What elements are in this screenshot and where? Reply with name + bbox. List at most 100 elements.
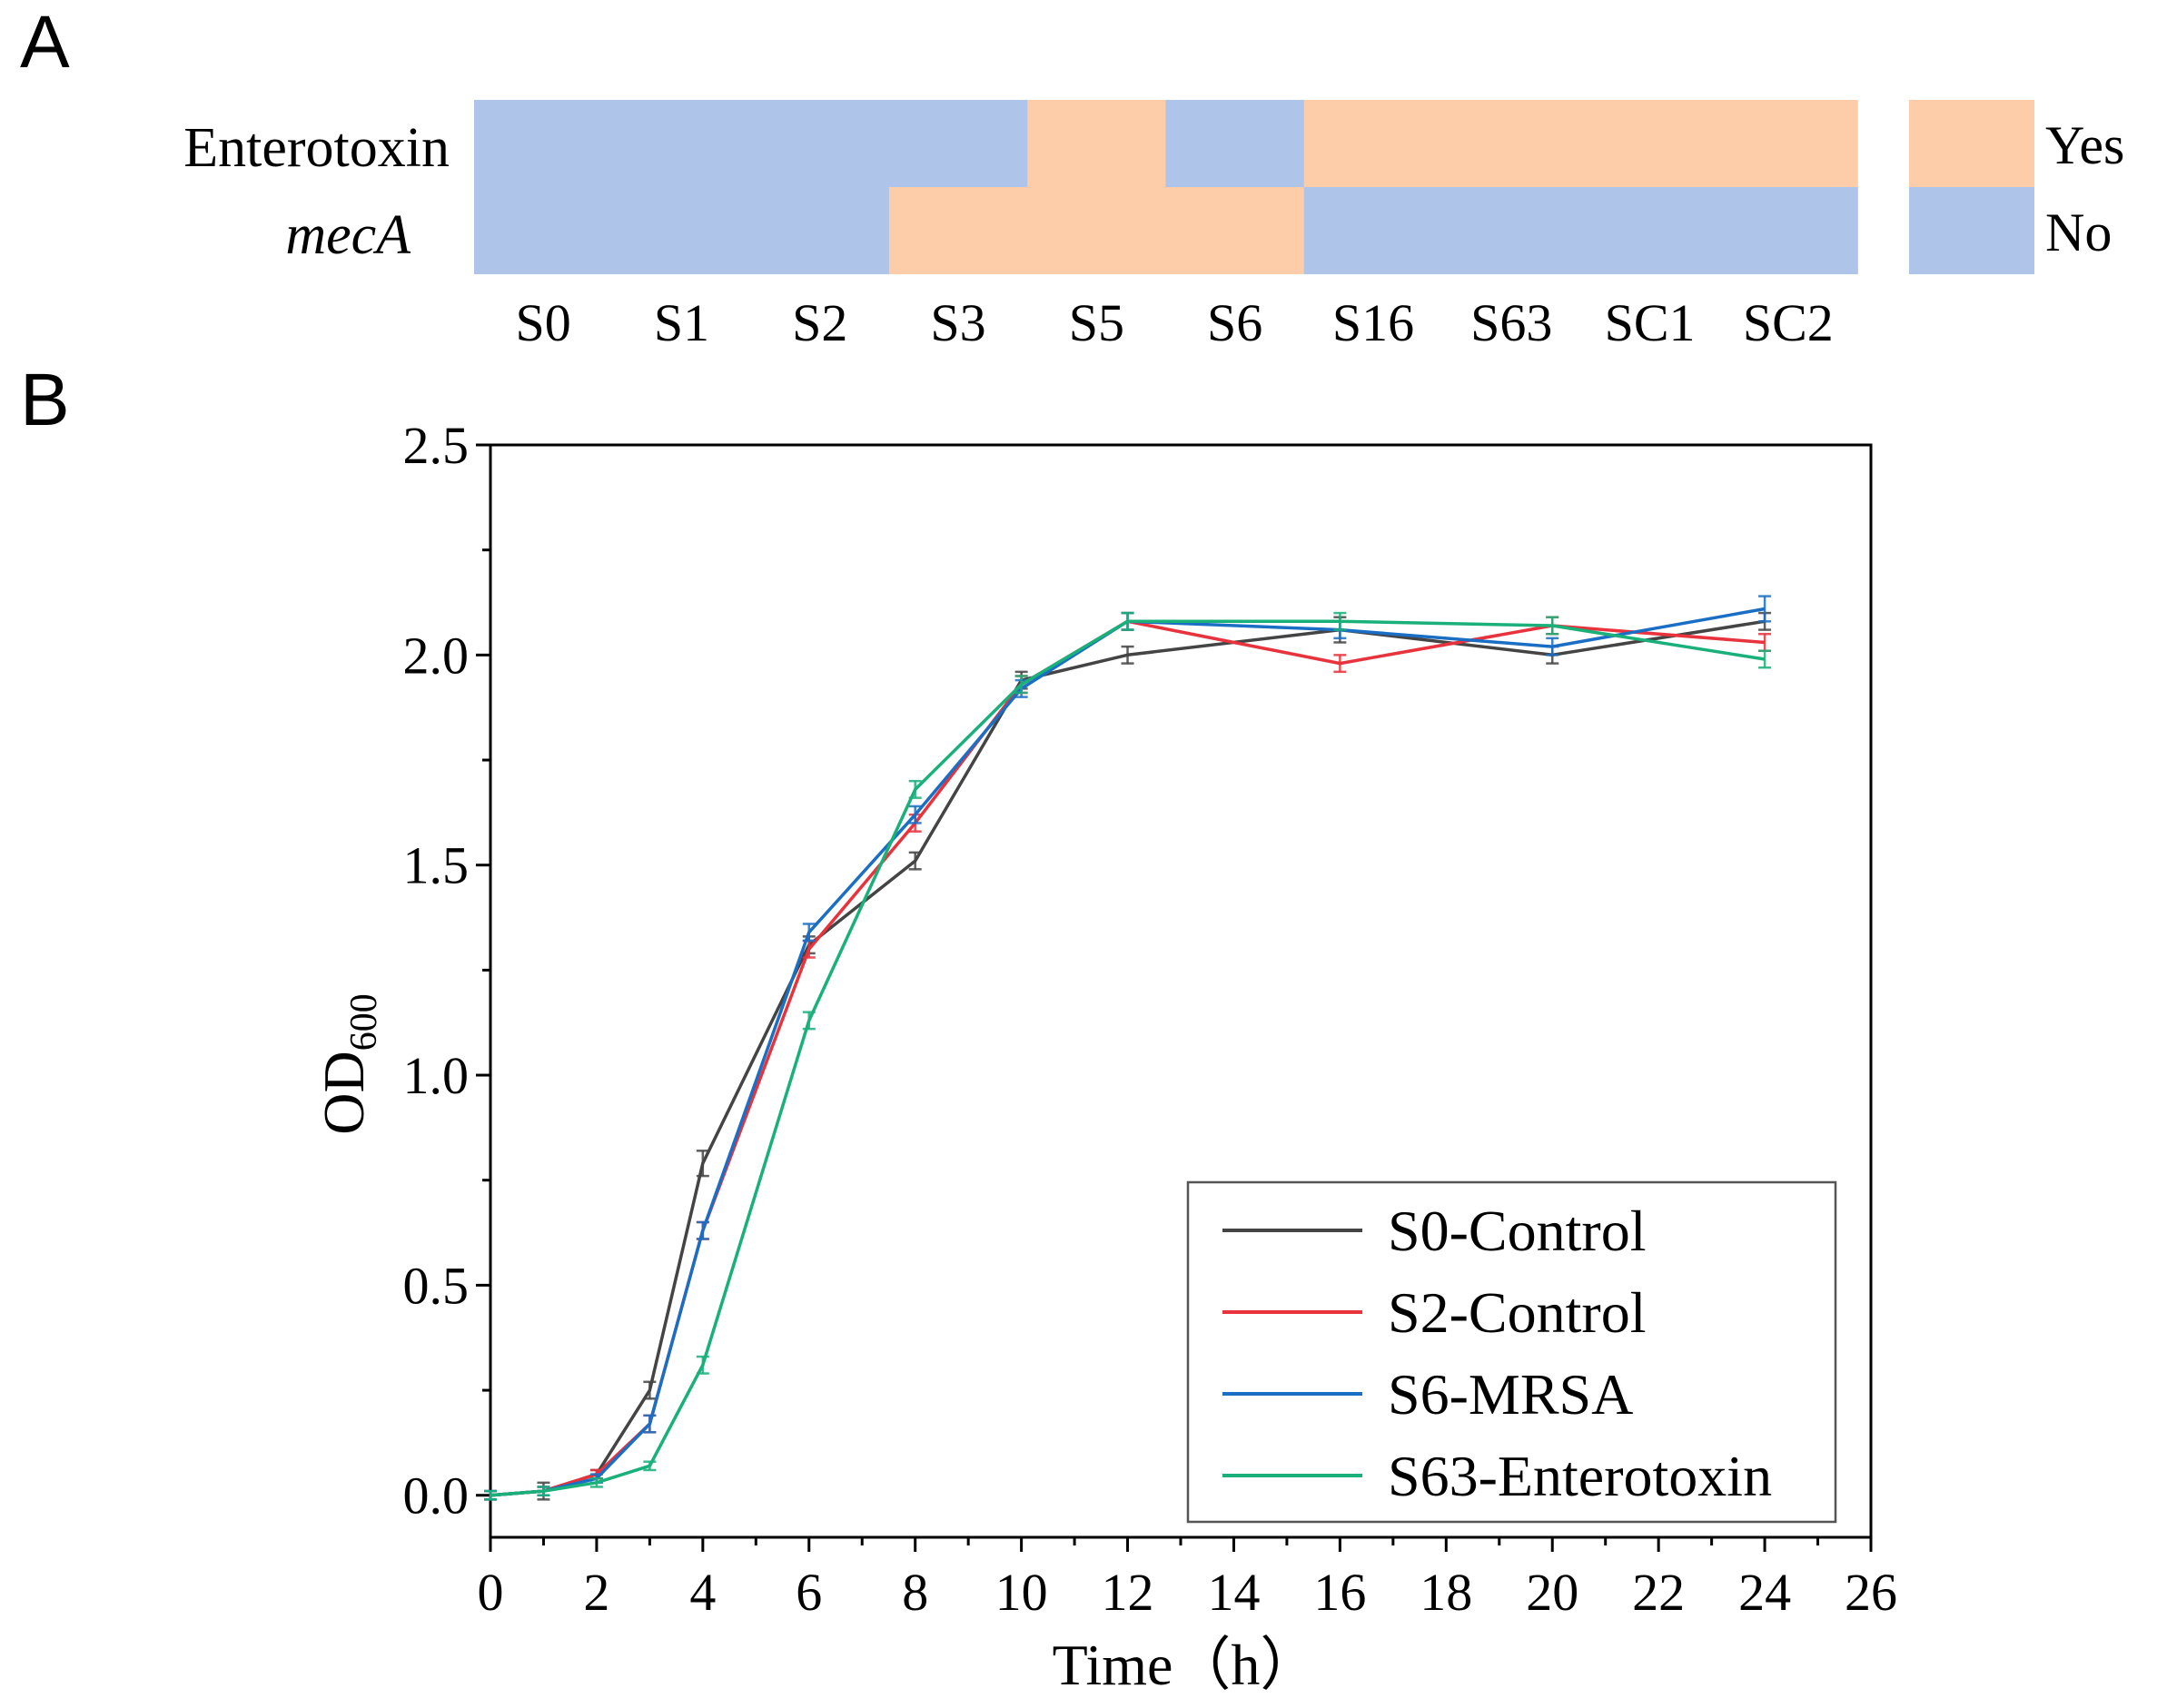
x-tick-label: 2 bbox=[583, 1563, 609, 1622]
heatmap-legend: Yes No bbox=[1909, 100, 2124, 274]
heatmap-column-label: S2 bbox=[792, 293, 847, 352]
data-point bbox=[1333, 611, 1347, 631]
data-point bbox=[1333, 654, 1347, 674]
y-tick-label: 1.0 bbox=[403, 1046, 470, 1105]
data-point bbox=[643, 1460, 657, 1472]
heatmap-cell bbox=[1303, 187, 1443, 274]
data-point bbox=[696, 1355, 709, 1375]
heatmap-column-label: SC1 bbox=[1605, 293, 1696, 352]
y-axis-label: OD600 bbox=[312, 993, 385, 1134]
heatmap-column-label: S16 bbox=[1332, 293, 1414, 352]
data-point bbox=[1014, 675, 1028, 695]
y-tick-label: 1.5 bbox=[403, 836, 470, 895]
data-point bbox=[908, 851, 922, 871]
data-point bbox=[1758, 595, 1772, 623]
x-tick-label: 6 bbox=[796, 1563, 822, 1622]
x-tick-label: 10 bbox=[995, 1563, 1048, 1622]
heatmap-cell bbox=[888, 187, 1028, 274]
data-point bbox=[1758, 649, 1772, 669]
heatmap-column-label: S1 bbox=[654, 293, 709, 352]
series-line bbox=[490, 619, 1766, 1497]
heatmap-cell bbox=[1580, 100, 1720, 188]
series-line bbox=[490, 619, 1766, 1497]
y-axis-label-main: OD bbox=[312, 1051, 376, 1134]
panel-a-label: A bbox=[20, 1, 70, 84]
heatmap-cell bbox=[1027, 187, 1167, 274]
x-tick-label: 20 bbox=[1526, 1563, 1578, 1622]
heatmap-cell bbox=[1718, 187, 1858, 274]
heatmap-cell bbox=[474, 100, 614, 188]
data-point bbox=[696, 1150, 709, 1178]
y-axis-label-subscript: 600 bbox=[343, 993, 385, 1051]
heatmap-cell bbox=[750, 100, 890, 188]
chart-legend: S0-Control S2-Control S6-MRSA S63-Enterotox… bbox=[1186, 1180, 1837, 1524]
heatmap-column-label: SC2 bbox=[1743, 293, 1834, 352]
data-point bbox=[589, 1476, 603, 1488]
x-tick-label: 8 bbox=[902, 1563, 928, 1622]
legend-label: S2-Control bbox=[1388, 1280, 1646, 1345]
data-point bbox=[696, 1220, 709, 1240]
legend-box bbox=[1186, 1180, 1837, 1524]
data-point bbox=[643, 1414, 657, 1434]
data-point bbox=[802, 923, 816, 943]
y-tick-label: 0.0 bbox=[403, 1466, 470, 1525]
heatmap-legend-swatch bbox=[1909, 100, 2034, 187]
heatmap-cell bbox=[612, 100, 752, 188]
x-tick-label: 24 bbox=[1738, 1563, 1791, 1622]
heatmap-cell bbox=[1442, 187, 1582, 274]
heatmap-cell bbox=[474, 187, 614, 274]
data-point bbox=[802, 1011, 816, 1031]
data-point bbox=[1121, 645, 1134, 665]
heatmap-row-label-enterotoxin: Enterotoxin bbox=[183, 117, 450, 179]
x-tick-label: 18 bbox=[1420, 1563, 1472, 1622]
x-axis-label: Time（h） bbox=[1053, 1633, 1319, 1697]
x-tick-label: 16 bbox=[1313, 1563, 1366, 1622]
x-tick-label: 26 bbox=[1845, 1563, 1897, 1622]
plot-axes: 0 2 4 6 8 10 12 14 16 18 20 22 24 260.00.51.01.52.02.… bbox=[403, 416, 1898, 1622]
heatmap-cell bbox=[1027, 100, 1167, 188]
heatmap-column-label: S6 bbox=[1207, 293, 1262, 352]
x-tick-label: 12 bbox=[1102, 1563, 1154, 1622]
data-point bbox=[908, 779, 922, 799]
heatmap-cell bbox=[1165, 100, 1305, 188]
heatmap-column-label: S5 bbox=[1069, 293, 1124, 352]
plot-series bbox=[484, 595, 1772, 1501]
data-point bbox=[1546, 637, 1559, 657]
data-point bbox=[1546, 616, 1559, 636]
heatmap-column-label: S63 bbox=[1470, 293, 1552, 352]
x-tick-label: 14 bbox=[1207, 1563, 1260, 1622]
heatmap-panel: Enterotoxin mecA S0 S1 S2 S3 S5 S6 S16 S63 SC1 SC… bbox=[183, 100, 2124, 352]
legend-label: S0-Control bbox=[1388, 1199, 1646, 1263]
heatmap-cell bbox=[1580, 187, 1720, 274]
heatmap-column-label: S3 bbox=[930, 293, 985, 352]
data-point bbox=[484, 1489, 497, 1501]
heatmap-cells bbox=[474, 100, 1858, 274]
x-tick-label: 0 bbox=[478, 1563, 504, 1622]
x-tick-label: 22 bbox=[1632, 1563, 1685, 1622]
heatmap-cell bbox=[1442, 100, 1582, 188]
heatmap-legend-swatch bbox=[1909, 187, 2034, 274]
heatmap-cell bbox=[888, 100, 1028, 188]
heatmap-cell bbox=[612, 187, 752, 274]
y-tick-label: 0.5 bbox=[403, 1256, 470, 1315]
x-tick-label: 4 bbox=[689, 1563, 716, 1622]
heatmap-cell bbox=[1718, 100, 1858, 188]
heatmap-legend-label: No bbox=[2045, 202, 2112, 262]
legend-label: S6-MRSA bbox=[1388, 1362, 1633, 1427]
y-tick-label: 2.5 bbox=[403, 416, 470, 475]
growth-curve-panel: 0 2 4 6 8 10 12 14 16 18 20 22 24 260.00.51.01.52.02.… bbox=[312, 416, 1897, 1697]
heatmap-column-labels: S0 S1 S2 S3 S5 S6 S16 S63 SC1 SC2 bbox=[516, 293, 1834, 352]
panel-b-label: B bbox=[20, 359, 70, 441]
data-point bbox=[643, 1380, 657, 1400]
series-s63-enterotoxin bbox=[484, 611, 1772, 1501]
heatmap-legend-label: Yes bbox=[2045, 115, 2124, 175]
data-point bbox=[1121, 611, 1134, 631]
heatmap-cell bbox=[1165, 187, 1305, 274]
series-line bbox=[490, 607, 1766, 1497]
heatmap-column-label: S0 bbox=[516, 293, 571, 352]
y-axis-label-group: OD600 bbox=[312, 993, 385, 1134]
legend-label: S63-Enterotoxin bbox=[1388, 1444, 1772, 1508]
y-tick-label: 2.0 bbox=[403, 626, 470, 685]
heatmap-row-label-meca: mecA bbox=[285, 204, 411, 266]
